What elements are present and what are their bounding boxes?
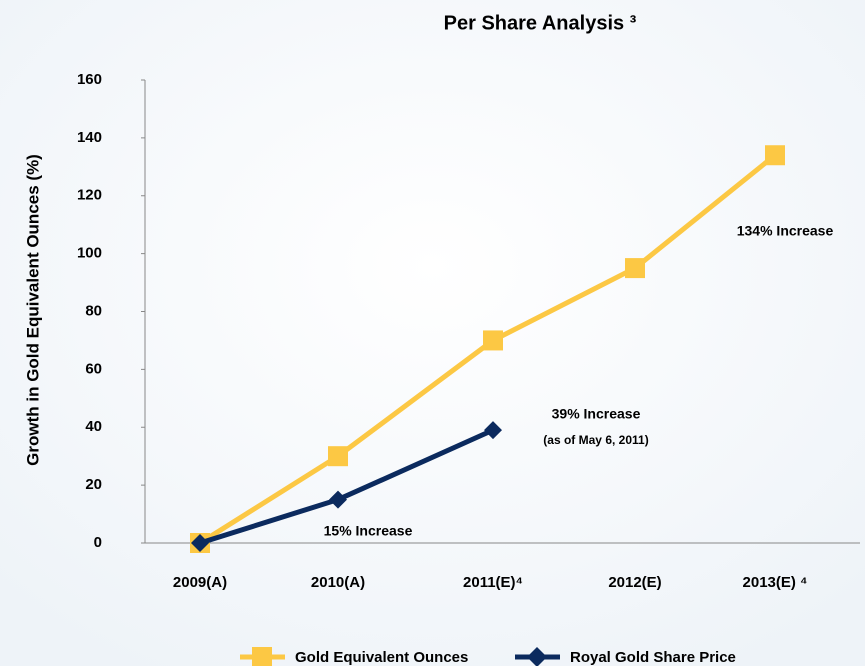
y-tick-label: 120 [77, 187, 102, 204]
marker [252, 647, 272, 666]
y-tick-label: 0 [94, 534, 102, 551]
annotation: 134% Increase [737, 223, 834, 239]
marker [527, 647, 547, 666]
marker [484, 421, 502, 440]
y-tick-label: 100 [77, 245, 102, 262]
marker [191, 534, 209, 552]
y-tick-label: 140 [77, 129, 102, 146]
y-tick-label: 40 [85, 418, 102, 435]
x-tick-label: 2012(E) [608, 574, 661, 591]
x-tick-label: 2010(A) [311, 574, 365, 591]
x-tick-label: 2011(E)⁴ [463, 574, 523, 591]
legend-label: Gold Equivalent Ounces [295, 649, 468, 666]
y-tick-label: 160 [77, 71, 102, 88]
y-axis-label: Growth in Gold Equivalent Ounces (%) [23, 154, 42, 466]
legend-label: Royal Gold Share Price [570, 649, 736, 666]
marker [483, 330, 503, 351]
annotation: (as of May 6, 2011) [543, 433, 648, 447]
y-tick-label: 20 [85, 476, 102, 493]
x-tick-label: 2013(E) ⁴ [743, 574, 808, 591]
marker [328, 446, 348, 467]
chart-title: Per Share Analysis ³ [444, 12, 637, 34]
y-tick-label: 80 [85, 302, 102, 319]
y-tick-label: 60 [85, 360, 102, 377]
marker [329, 490, 347, 509]
annotation: 39% Increase [552, 406, 641, 422]
x-tick-label: 2009(A) [173, 574, 227, 591]
marker [765, 145, 785, 166]
marker [625, 258, 645, 279]
annotation: 15% Increase [324, 523, 413, 539]
